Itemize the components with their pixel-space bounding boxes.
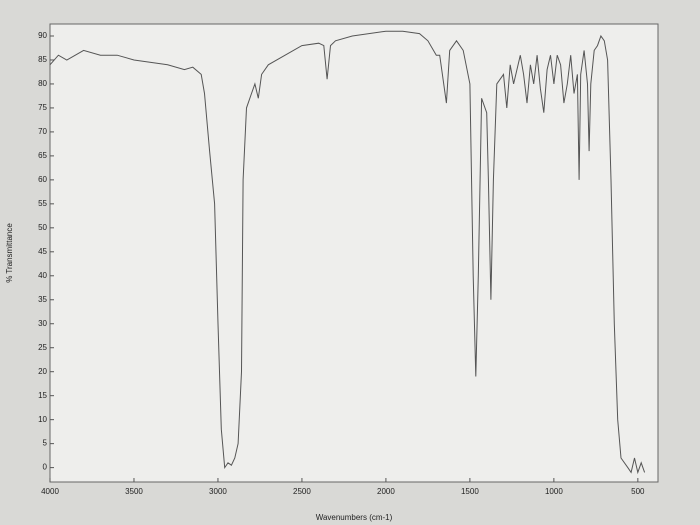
x-tick-label: 1500 xyxy=(461,487,479,496)
y-axis-label: % Transmittance xyxy=(5,223,14,283)
y-tick-label: 85 xyxy=(38,55,47,64)
y-tick-label: 15 xyxy=(38,391,47,400)
y-tick-label: 80 xyxy=(38,79,47,88)
y-tick-label: 60 xyxy=(38,175,47,184)
y-tick-label: 30 xyxy=(38,319,47,328)
y-tick-label: 70 xyxy=(38,127,47,136)
y-tick-label: 90 xyxy=(38,31,47,40)
x-tick-label: 4000 xyxy=(41,487,59,496)
y-tick-label: 10 xyxy=(38,415,47,424)
x-tick-label: 500 xyxy=(631,487,645,496)
y-tick-label: 20 xyxy=(38,367,47,376)
x-tick-label: 2500 xyxy=(293,487,311,496)
plot-frame xyxy=(49,23,659,483)
y-tick-label: 35 xyxy=(38,295,47,304)
x-tick-label: 2000 xyxy=(377,487,395,496)
spectrum-line xyxy=(49,30,646,475)
y-tick-label: 65 xyxy=(38,151,47,160)
y-tick-label: 0 xyxy=(43,463,48,472)
y-tick-label: 75 xyxy=(38,103,47,112)
y-tick-label: 40 xyxy=(38,271,47,280)
x-axis-label: Wavenumbers (cm-1) xyxy=(316,513,393,522)
x-tick-label: 1000 xyxy=(545,487,563,496)
x-tick-label: 3500 xyxy=(125,487,143,496)
y-tick-label: 45 xyxy=(38,247,47,256)
x-tick-label: 3000 xyxy=(209,487,227,496)
y-tick-label: 5 xyxy=(43,439,48,448)
y-tick-label: 25 xyxy=(38,343,47,352)
y-tick-label: 50 xyxy=(38,223,47,232)
y-tick-label: 55 xyxy=(38,199,47,208)
